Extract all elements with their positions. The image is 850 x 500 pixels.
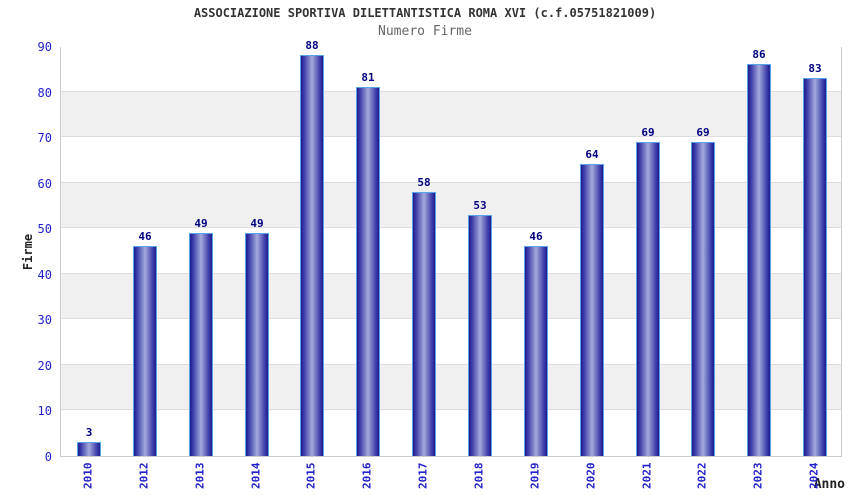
gridline [61,90,841,92]
bar-value-label: 81 [361,71,375,84]
x-tick-label: 2022 [695,462,709,490]
plot-area: 3 46 49 49 88 81 58 53 46 64 69 69 86 83 [60,40,842,457]
y-tick-label: 30 [37,313,52,327]
y-tick-label: 40 [37,268,52,282]
x-tick-label: 2018 [472,462,486,490]
bar-value-label: 53 [473,199,487,212]
x-tick-label: 2020 [584,462,598,490]
y-tick-label: 90 [37,40,52,54]
bar-value-label: 49 [250,217,264,230]
bar-value-label: 46 [138,230,152,243]
bar-value-label: 46 [529,230,543,243]
x-tick-label: 2023 [751,462,765,490]
y-tick-label: 10 [37,404,52,418]
gridline [61,227,841,229]
gridline [61,363,841,365]
bar-2024 [803,78,827,456]
plot-band [61,91,841,138]
x-tick-label: 2019 [528,462,542,490]
plot-band [61,319,841,365]
plot-band [61,273,841,320]
bar-2018 [468,215,492,456]
bar-value-label: 49 [194,217,208,230]
chart-subtitle: Numero Firme [378,24,472,39]
gridline [61,409,841,411]
plot-band [61,46,841,92]
x-tick-label: 2024 [807,462,821,490]
gridline [61,318,841,320]
bar-2016 [356,87,380,456]
bar-value-label: 58 [417,176,431,189]
x-tick-label: 2014 [249,462,263,490]
bar-2014 [245,233,269,456]
y-tick-label: 60 [37,177,52,191]
chart-title: ASSOCIAZIONE SPORTIVA DILETTANTISTICA RO… [193,6,657,20]
x-tick-label: 2021 [640,462,654,490]
plot-band [61,137,841,183]
plot-band [61,228,841,274]
bar-value-label: 64 [585,148,599,161]
x-tick-label: 2012 [137,462,151,490]
y-tick-label: 50 [37,222,52,236]
bar-2021 [636,142,660,456]
bar-2017 [412,192,436,456]
y-tick-label: 20 [37,359,52,373]
gridline [61,136,841,138]
x-tick-label: 2017 [416,462,430,490]
bar-2023 [747,64,771,456]
bar-2015 [300,55,324,456]
bar-2020 [580,164,604,456]
bar-value-label: 3 [85,426,93,439]
x-tick-label: 2015 [304,462,318,490]
bar-value-label: 69 [696,126,710,139]
bar-value-label: 86 [752,48,766,61]
bar-2022 [691,142,715,456]
bar-value-label: 69 [641,126,655,139]
bar-value-label: 88 [305,39,319,52]
y-tick-label: 0 [44,450,52,464]
bar-value-label: 83 [808,62,822,75]
plot-band [61,182,841,229]
x-tick-label: 2010 [81,462,95,490]
bar-2013 [189,233,213,456]
gridline [61,272,841,274]
bar-2019 [524,246,548,456]
y-tick-label: 80 [37,86,52,100]
bar-2012 [133,246,157,456]
x-axis-label: Anno [813,477,845,492]
gridline [61,181,841,183]
x-tick-label: 2016 [360,462,374,490]
bar-2010 [77,442,101,456]
plot-band [61,364,841,411]
y-tick-label: 70 [37,131,52,145]
x-tick-label: 2013 [193,462,207,490]
plot-band [61,410,841,456]
